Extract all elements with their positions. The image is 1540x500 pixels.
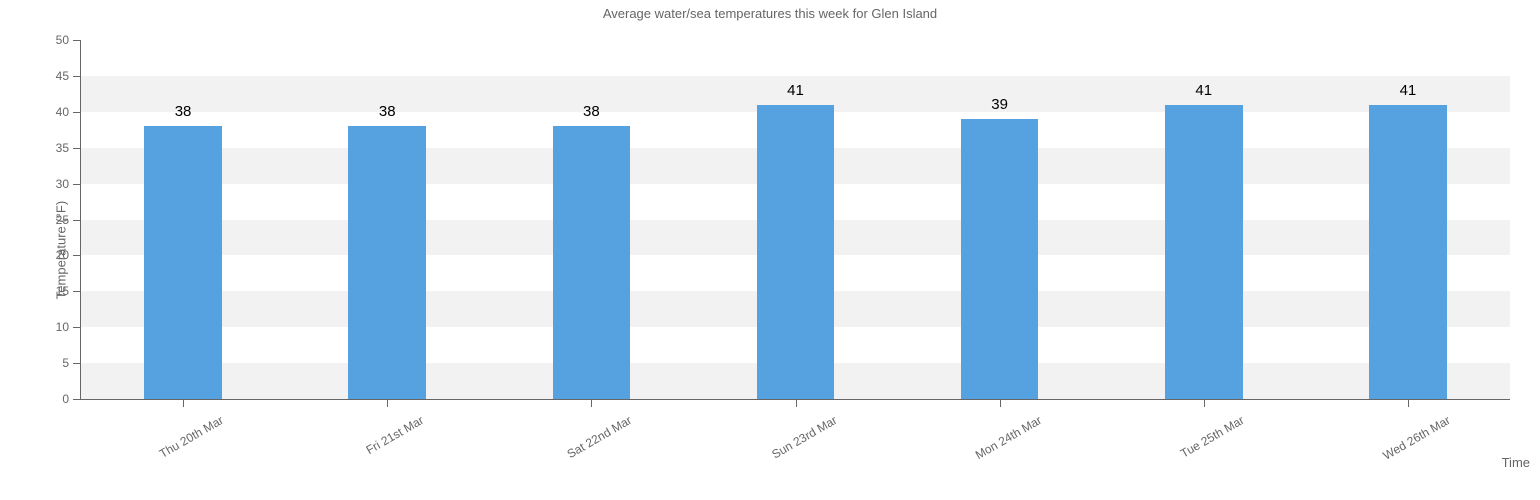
y-tick-label: 10	[56, 320, 69, 334]
x-tick-label: Sat 22nd Mar	[565, 413, 634, 461]
y-tick-label: 25	[56, 213, 69, 227]
bar-value-label: 38	[175, 103, 192, 120]
chart-title: Average water/sea temperatures this week…	[0, 6, 1540, 21]
y-tick	[73, 291, 81, 292]
y-tick-label: 45	[56, 69, 69, 83]
bar: 41	[1165, 105, 1243, 399]
y-tick	[73, 363, 81, 364]
y-tick	[73, 327, 81, 328]
bar: 38	[144, 126, 222, 399]
y-tick-label: 30	[56, 177, 69, 191]
bar-value-label: 41	[1400, 82, 1417, 99]
y-tick-label: 35	[56, 141, 69, 155]
bar-value-label: 38	[379, 103, 396, 120]
x-tick-label: Fri 21st Mar	[364, 413, 426, 457]
x-tick-label: Tue 25th Mar	[1178, 413, 1246, 461]
x-tick-label: Thu 20th Mar	[157, 413, 226, 461]
y-tick-label: 20	[56, 248, 69, 262]
x-axis-label: Time	[1502, 455, 1530, 470]
y-tick	[73, 112, 81, 113]
bar: 39	[961, 119, 1039, 399]
x-tick-label: Mon 24th Mar	[973, 413, 1044, 462]
grid-band	[81, 40, 1510, 76]
x-tick-label: Sun 23rd Mar	[769, 413, 839, 461]
y-tick	[73, 399, 81, 400]
x-tick	[1408, 399, 1409, 407]
y-tick	[73, 255, 81, 256]
y-tick	[73, 184, 81, 185]
chart-container: Average water/sea temperatures this week…	[0, 0, 1540, 500]
bar: 41	[757, 105, 835, 399]
bar: 38	[553, 126, 631, 399]
bar-value-label: 41	[787, 82, 804, 99]
plot-area: 05101520253035404550Thu 20th Mar38Fri 21…	[80, 40, 1510, 400]
y-tick	[73, 220, 81, 221]
y-tick-label: 15	[56, 284, 69, 298]
y-tick	[73, 148, 81, 149]
y-tick-label: 0	[62, 392, 69, 406]
x-tick-label: Wed 26th Mar	[1380, 413, 1452, 463]
x-tick	[183, 399, 184, 407]
x-tick	[1000, 399, 1001, 407]
bar: 41	[1369, 105, 1447, 399]
bar-value-label: 41	[1195, 82, 1212, 99]
x-tick	[387, 399, 388, 407]
x-tick	[591, 399, 592, 407]
bar-value-label: 39	[991, 96, 1008, 113]
y-tick	[73, 76, 81, 77]
y-tick-label: 50	[56, 33, 69, 47]
y-tick-label: 5	[62, 356, 69, 370]
y-tick-label: 40	[56, 105, 69, 119]
x-tick	[1204, 399, 1205, 407]
bar: 38	[348, 126, 426, 399]
y-tick	[73, 40, 81, 41]
bar-value-label: 38	[583, 103, 600, 120]
x-tick	[796, 399, 797, 407]
